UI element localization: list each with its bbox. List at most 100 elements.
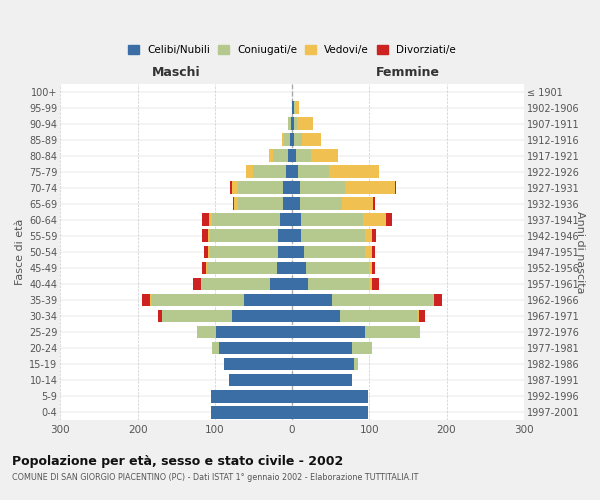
- Bar: [370, 262, 371, 274]
- Bar: [373, 198, 375, 210]
- Bar: [370, 278, 371, 290]
- Bar: [292, 166, 298, 178]
- Bar: [417, 310, 419, 322]
- Bar: [352, 342, 371, 354]
- Bar: [233, 198, 234, 210]
- Bar: [295, 102, 299, 114]
- Bar: [365, 246, 371, 258]
- Bar: [290, 118, 292, 130]
- Bar: [201, 278, 202, 290]
- Bar: [292, 278, 308, 290]
- Bar: [298, 166, 329, 178]
- Y-axis label: Anni di nascita: Anni di nascita: [575, 210, 585, 293]
- Bar: [340, 310, 417, 322]
- Bar: [224, 358, 292, 370]
- Bar: [217, 326, 292, 338]
- Bar: [302, 134, 322, 146]
- Bar: [283, 182, 292, 194]
- Bar: [204, 246, 208, 258]
- Bar: [232, 182, 238, 194]
- Bar: [197, 326, 217, 338]
- Bar: [202, 278, 271, 290]
- Bar: [162, 310, 232, 322]
- Bar: [308, 278, 370, 290]
- Bar: [280, 214, 292, 226]
- Text: Maschi: Maschi: [152, 66, 200, 79]
- Bar: [292, 294, 332, 306]
- Bar: [211, 406, 292, 418]
- Bar: [301, 214, 363, 226]
- Bar: [234, 198, 238, 210]
- Bar: [292, 358, 354, 370]
- Bar: [365, 326, 419, 338]
- Bar: [371, 246, 376, 258]
- Bar: [278, 246, 292, 258]
- Bar: [292, 326, 365, 338]
- Bar: [344, 182, 395, 194]
- Bar: [292, 406, 368, 418]
- Bar: [329, 166, 379, 178]
- Bar: [288, 150, 292, 162]
- Bar: [206, 262, 207, 274]
- Text: Femmine: Femmine: [376, 66, 440, 79]
- Bar: [292, 182, 300, 194]
- Bar: [209, 214, 212, 226]
- Bar: [292, 262, 306, 274]
- Bar: [232, 310, 292, 322]
- Bar: [283, 198, 292, 210]
- Bar: [238, 182, 283, 194]
- Bar: [158, 310, 162, 322]
- Bar: [292, 118, 293, 130]
- Bar: [304, 246, 365, 258]
- Bar: [371, 262, 376, 274]
- Bar: [373, 230, 376, 242]
- Bar: [277, 262, 292, 274]
- Bar: [371, 278, 379, 290]
- Bar: [295, 134, 302, 146]
- Bar: [300, 198, 342, 210]
- Bar: [151, 294, 244, 306]
- Bar: [150, 294, 151, 306]
- Legend: Celibi/Nubili, Coniugati/e, Vedovi/e, Divorziati/e: Celibi/Nubili, Coniugati/e, Vedovi/e, Di…: [125, 42, 459, 58]
- Bar: [271, 278, 292, 290]
- Bar: [282, 134, 284, 146]
- Bar: [292, 342, 352, 354]
- Bar: [419, 310, 425, 322]
- Bar: [342, 198, 373, 210]
- Bar: [278, 230, 292, 242]
- Bar: [238, 198, 283, 210]
- Bar: [244, 294, 292, 306]
- Bar: [193, 278, 201, 290]
- Bar: [212, 342, 218, 354]
- Bar: [300, 182, 344, 194]
- Bar: [292, 134, 295, 146]
- Bar: [292, 214, 301, 226]
- Bar: [284, 134, 290, 146]
- Bar: [290, 134, 292, 146]
- Bar: [286, 166, 292, 178]
- Bar: [202, 262, 206, 274]
- Bar: [292, 310, 340, 322]
- Bar: [298, 118, 313, 130]
- Bar: [332, 294, 433, 306]
- Bar: [292, 230, 301, 242]
- Bar: [142, 294, 150, 306]
- Bar: [273, 150, 288, 162]
- Bar: [210, 246, 278, 258]
- Bar: [395, 182, 397, 194]
- Bar: [386, 214, 392, 226]
- Bar: [292, 150, 296, 162]
- Bar: [433, 294, 434, 306]
- Bar: [301, 230, 365, 242]
- Bar: [306, 262, 370, 274]
- Bar: [269, 150, 273, 162]
- Bar: [210, 230, 278, 242]
- Text: Popolazione per età, sesso e stato civile - 2002: Popolazione per età, sesso e stato civil…: [12, 455, 343, 468]
- Bar: [292, 198, 300, 210]
- Bar: [211, 390, 292, 402]
- Bar: [253, 166, 286, 178]
- Y-axis label: Fasce di età: Fasce di età: [15, 218, 25, 285]
- Bar: [230, 182, 232, 194]
- Bar: [292, 246, 304, 258]
- Bar: [354, 358, 358, 370]
